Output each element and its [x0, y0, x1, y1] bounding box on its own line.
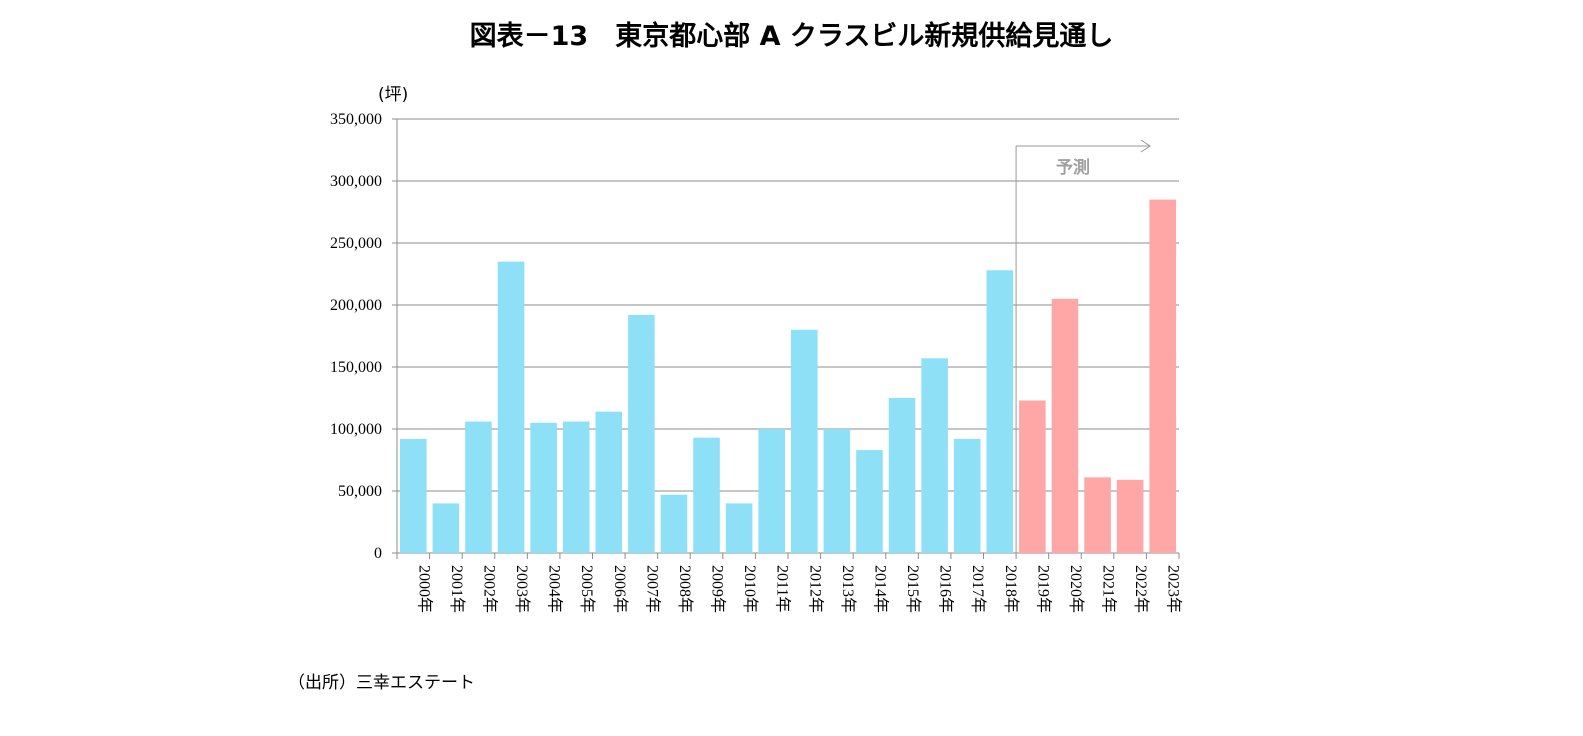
bar [725, 503, 753, 553]
x-tick-label: 2007年 [643, 565, 661, 613]
x-tick-label: 2012年 [806, 565, 824, 613]
x-tick-label: 2019年 [1034, 565, 1052, 613]
x-tick-label: 2001年 [448, 565, 466, 613]
bar [953, 438, 981, 553]
source-note: （出所）三幸エステート [288, 673, 475, 693]
x-tick-label: 2011年 [774, 565, 792, 612]
x-tick-label: 2021年 [1100, 565, 1118, 613]
bar [921, 358, 948, 553]
x-tick-label: 2010年 [741, 565, 759, 613]
bar [628, 314, 655, 553]
bar [888, 398, 916, 553]
x-tick-label: 2000年 [415, 565, 433, 613]
bar [986, 270, 1014, 553]
x-tick-label: 2016年 [937, 565, 955, 613]
bar [530, 422, 557, 553]
arrow-head-icon [1140, 139, 1151, 153]
bar [1051, 298, 1079, 553]
bar [660, 494, 688, 553]
bar [1084, 477, 1111, 553]
bar [856, 450, 883, 553]
y-tick-label: 0 [374, 545, 382, 562]
y-tick-label: 200,000 [330, 297, 382, 314]
x-tick-label: 2023年 [1165, 565, 1183, 613]
bar [1149, 199, 1176, 553]
y-tick-label: 300,000 [330, 173, 382, 190]
x-tick-label: 2002年 [480, 565, 498, 613]
x-tick-label: 2009年 [709, 565, 727, 613]
x-tick-label: 2015年 [904, 565, 922, 613]
y-tick-label: 150,000 [330, 359, 382, 376]
y-tick-label: 50,000 [338, 483, 382, 500]
bar [497, 261, 525, 553]
bar [693, 437, 720, 553]
bar [1116, 479, 1144, 553]
x-tick-label: 2003年 [513, 565, 531, 613]
bar [1019, 400, 1046, 553]
y-tick-label: 250,000 [330, 235, 382, 252]
x-tick-label: 2014年 [871, 565, 889, 613]
bar [465, 421, 492, 553]
bar [758, 429, 785, 553]
bar [400, 438, 427, 553]
x-tick-label: 2022年 [1132, 565, 1150, 613]
bar [562, 421, 590, 553]
x-tick-label: 2013年 [839, 565, 857, 613]
forecast-label: 予測 [1056, 157, 1090, 178]
y-tick-label: 100,000 [330, 421, 382, 438]
bar [823, 429, 851, 553]
x-tick-label: 2006年 [611, 565, 629, 613]
x-tick-label: 2004年 [546, 565, 564, 613]
x-tick-label: 2020年 [1067, 565, 1085, 613]
bar [791, 329, 818, 553]
x-tick-label: 2005年 [578, 565, 596, 613]
chart-title: 図表－13 東京都心部 A クラスビル新規供給見通し [469, 21, 1114, 52]
bar [595, 411, 623, 553]
x-tick-label: 2017年 [969, 565, 987, 613]
x-tick-label: 2008年 [676, 565, 694, 613]
y-tick-label: 350,000 [330, 111, 382, 128]
x-tick-label: 2018年 [1002, 565, 1020, 613]
bar [432, 503, 460, 553]
y-unit-label: (坪) [378, 85, 408, 105]
